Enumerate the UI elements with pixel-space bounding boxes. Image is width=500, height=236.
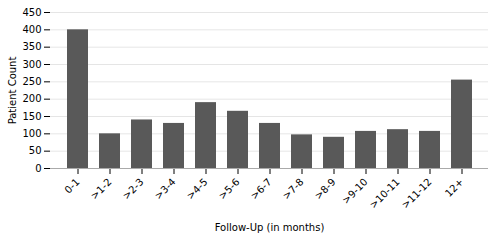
svg-text:300: 300 (22, 59, 41, 70)
svg-text:0: 0 (35, 163, 41, 174)
svg-text:150: 150 (22, 111, 41, 122)
svg-text:Patient Count: Patient Count (7, 57, 18, 125)
svg-text:>9-10: >9-10 (340, 176, 370, 206)
svg-text:12+: 12+ (443, 176, 466, 199)
svg-text:>6-7: >6-7 (248, 176, 273, 201)
svg-text:250: 250 (22, 76, 41, 87)
svg-text:>2-3: >2-3 (120, 176, 145, 201)
svg-text:400: 400 (22, 24, 41, 35)
svg-text:0-1: 0-1 (62, 176, 81, 195)
svg-text:>7-8: >7-8 (280, 176, 305, 201)
svg-text:>3-4: >3-4 (152, 176, 177, 201)
svg-text:200: 200 (22, 93, 41, 104)
svg-text:Follow-Up (in months): Follow-Up (in months) (215, 222, 325, 233)
svg-text:>5-6: >5-6 (216, 176, 241, 201)
svg-text:>11-12: >11-12 (399, 176, 433, 210)
svg-text:>8-9: >8-9 (312, 176, 337, 201)
svg-text:>10-11: >10-11 (367, 176, 401, 210)
svg-text:350: 350 (22, 41, 41, 52)
svg-text:100: 100 (22, 128, 41, 139)
svg-text:50: 50 (29, 145, 42, 156)
svg-text:450: 450 (22, 7, 41, 18)
svg-text:>1-2: >1-2 (88, 176, 113, 201)
svg-text:>4-5: >4-5 (184, 176, 209, 201)
